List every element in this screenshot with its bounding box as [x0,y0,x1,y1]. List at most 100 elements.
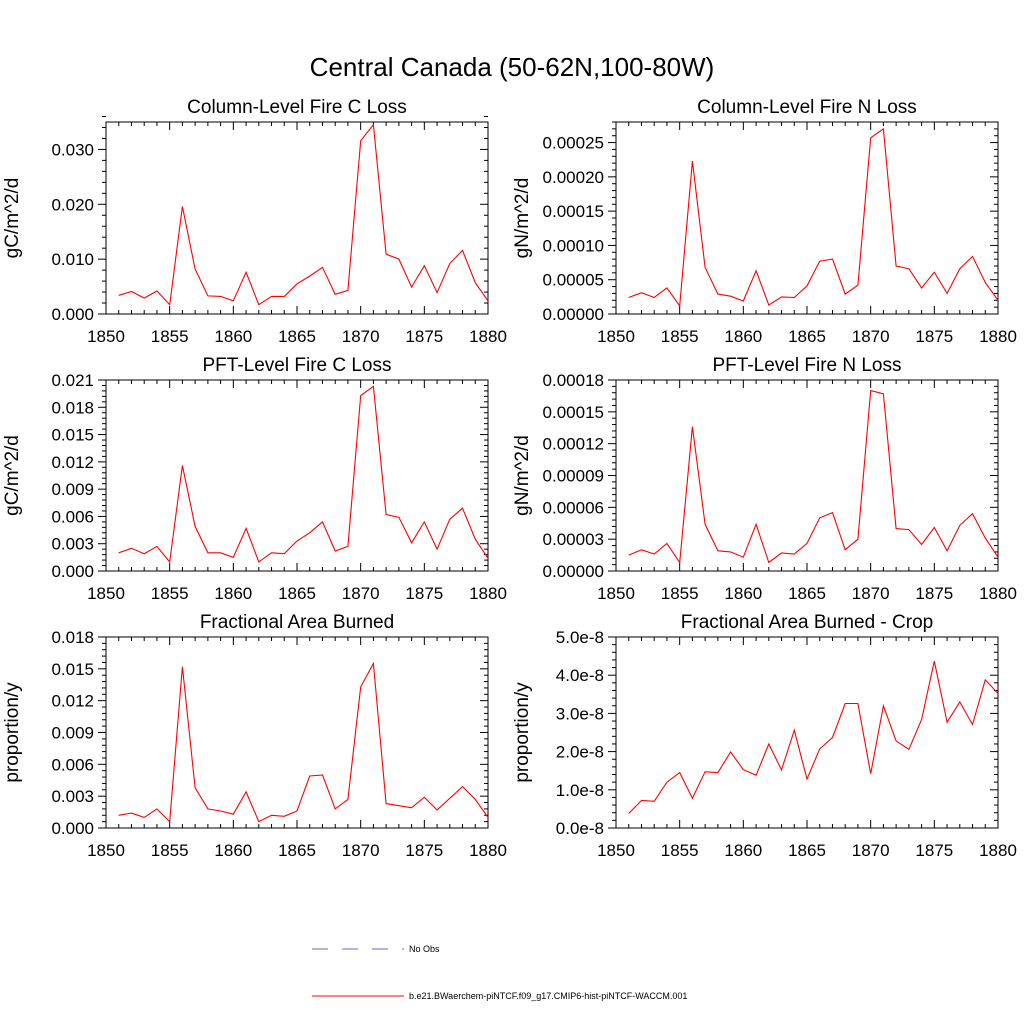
x-tick-label: 1850 [597,327,635,346]
legend-label-model: b.e21.BWaerchem-piNTCF.f09_g17.CMIP6-his… [409,991,687,1001]
y-tick-label: 0.003 [51,535,94,554]
x-tick-label: 1880 [469,841,507,860]
panel-5: Fractional Area Burned proportion/y 1850 18… [2,612,507,860]
y-axis-label: gC/m^2/d [2,435,23,516]
x-tick-label: 1860 [724,841,762,860]
x-tick-label: 1860 [724,327,762,346]
y-tick-label: 0.010 [51,250,94,269]
plot-frame [105,121,489,315]
y-tick-label: 0.015 [51,660,94,679]
panel-6: Fractional Area Burned - Crop proportion/… [512,612,1017,860]
panel-title: Column-Level Fire C Loss [187,97,407,118]
x-tick-label: 1850 [87,841,125,860]
y-tick-label: 0.00009 [543,467,604,486]
x-tick-label: 1860 [214,327,252,346]
figure-title: Central Canada (50-62N,100-80W) [310,52,715,82]
y-tick-label: 0.003 [51,787,94,806]
x-tick-label: 1860 [724,584,762,603]
x-tick-label: 1880 [469,327,507,346]
y-tick-label: 0.00020 [543,168,604,187]
y-tick-label: 0.006 [51,507,94,526]
x-tick-label: 1865 [788,841,826,860]
panel-title: Fractional Area Burned [200,612,394,633]
x-tick-label: 1865 [788,584,826,603]
y-tick-label: 0.00010 [543,236,604,255]
series-line [118,661,489,823]
y-tick-label: 0.00003 [543,530,604,549]
y-tick-label: 0.00000 [543,305,604,324]
y-tick-label: 0.009 [51,724,94,743]
panels: Column-Level Fire C Loss gC/m^2/d 1850 1855… [2,97,1017,860]
x-tick-label: 1855 [661,327,699,346]
y-tick-label: 0.009 [51,480,94,499]
x-tick-label: 1860 [214,841,252,860]
panel-title: PFT-Level Fire N Loss [713,355,902,376]
x-tick-label: 1855 [151,327,189,346]
y-tick-label: 3.0e-8 [556,704,604,723]
x-tick-label: 1875 [915,841,953,860]
x-tick-label: 1850 [87,327,125,346]
series-line [118,123,489,306]
y-tick-label: 0.006 [51,755,94,774]
x-tick-label: 1865 [278,841,316,860]
x-tick-label: 1855 [151,584,189,603]
y-tick-label: 0.012 [51,692,94,711]
y-tick-label: 0.0e-8 [556,819,604,838]
y-tick-label: 0.000 [51,305,94,324]
panel-2: Column-Level Fire N Loss gN/m^2/d 1850 1855… [512,97,1017,346]
y-tick-label: 0.00018 [543,371,604,390]
x-tick-label: 1880 [979,327,1017,346]
x-tick-label: 1870 [342,841,380,860]
y-tick-label: 0.00015 [543,403,604,422]
y-tick-label: 2.0e-8 [556,743,604,762]
x-tick-label: 1875 [915,584,953,603]
x-tick-label: 1850 [597,841,635,860]
y-tick-label: 0.018 [51,398,94,417]
legend: No Obs b.e21.BWaerchem-piNTCF.f09_g17.CM… [312,944,687,1001]
panel-title: Fractional Area Burned - Crop [681,612,933,633]
y-tick-label: 0.00025 [543,134,604,153]
y-axis-label: gC/m^2/d [2,178,23,259]
x-tick-label: 1855 [661,584,699,603]
series-line [628,389,999,565]
y-tick-label: 0.030 [51,140,94,159]
x-tick-label: 1860 [214,584,252,603]
x-tick-label: 1850 [87,584,125,603]
x-tick-label: 1875 [405,841,443,860]
y-tick-label: 0.00005 [543,271,604,290]
y-tick-label: 0.018 [51,628,94,647]
y-tick-label: 1.0e-8 [556,781,604,800]
y-tick-label: 0.021 [51,371,94,390]
x-tick-label: 1875 [405,584,443,603]
y-axis-label: proportion/y [2,682,23,783]
plot-frame [615,636,999,829]
x-tick-label: 1875 [405,327,443,346]
x-tick-label: 1870 [342,584,380,603]
x-tick-label: 1875 [915,327,953,346]
x-tick-label: 1870 [852,841,890,860]
series-line [118,385,489,564]
x-tick-label: 1855 [151,841,189,860]
x-tick-label: 1880 [469,584,507,603]
series-line [628,660,999,814]
y-tick-label: 0.015 [51,426,94,445]
y-tick-label: 5.0e-8 [556,628,604,647]
x-tick-label: 1880 [979,841,1017,860]
panel-title: PFT-Level Fire C Loss [203,355,392,376]
y-axis-label: gN/m^2/d [512,435,533,516]
y-tick-label: 4.0e-8 [556,666,604,685]
panel-3: PFT-Level Fire C Loss gC/m^2/d 1850 1855 186… [2,355,507,603]
y-tick-label: 0.000 [51,562,94,581]
y-tick-label: 0.00012 [543,435,604,454]
x-tick-label: 1855 [661,841,699,860]
x-tick-label: 1880 [979,584,1017,603]
legend-label-no-obs: No Obs [409,944,440,954]
y-tick-label: 0.020 [51,195,94,214]
panel-4: PFT-Level Fire N Loss gN/m^2/d 1850 1855 186… [512,355,1017,603]
x-tick-label: 1870 [852,327,890,346]
y-tick-label: 0.000 [51,819,94,838]
panel-title: Column-Level Fire N Loss [697,97,917,118]
y-tick-label: 0.00000 [543,562,604,581]
y-tick-label: 0.00006 [543,498,604,517]
